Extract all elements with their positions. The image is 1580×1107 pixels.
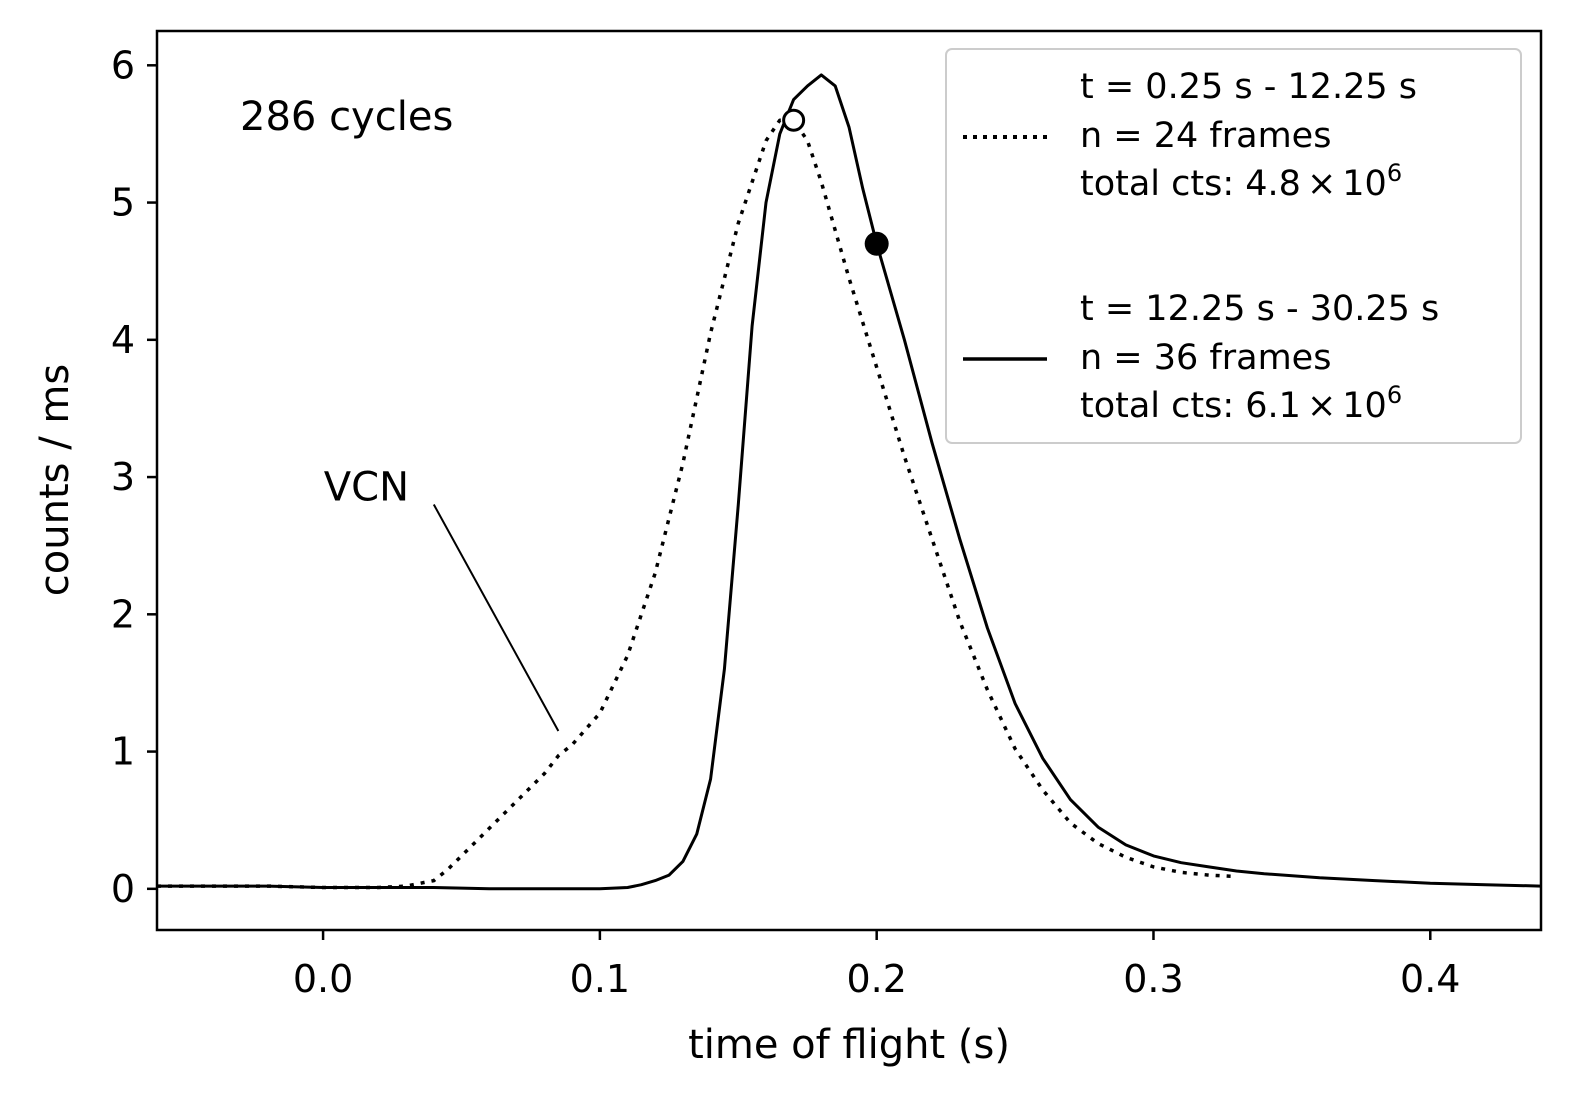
legend-late-exp: 6: [1387, 381, 1402, 409]
legend-late-times: ×: [1307, 386, 1336, 426]
x-tick-label: 0.1: [570, 957, 630, 1001]
series-line-late: [157, 73, 1542, 891]
legend-early-total: total cts: 4.8 × 106: [1080, 159, 1402, 204]
y-axis-label: counts / ms: [32, 364, 78, 596]
x-tick-label: 0.4: [1400, 957, 1460, 1001]
x-tick-label: 0.3: [1123, 957, 1183, 1001]
legend-late-total-prefix: total cts: 6.1: [1080, 386, 1301, 426]
x-axis-ticks: 0.0 0.1 0.2 0.3 0.4: [293, 930, 1460, 1001]
marker-late: [864, 231, 889, 256]
cycles-annotation: 286 cycles: [240, 94, 453, 140]
vcn-label: VCN: [324, 465, 409, 511]
legend-late-total: total cts: 6.1 × 106: [1080, 381, 1402, 426]
legend-late-frames: n = 36 frames: [1080, 338, 1331, 378]
vcn-annotation-line: [432, 504, 560, 732]
legend-late-base: 10: [1342, 386, 1387, 426]
legend-early-frames: n = 24 frames: [1080, 116, 1331, 156]
marker-layer: [782, 108, 889, 256]
plot-frame: [155, 29, 1543, 932]
x-tick-label: 0.0: [293, 957, 353, 1001]
legend-early-total-prefix: total cts: 4.8: [1080, 164, 1301, 204]
y-tick-label: 4: [111, 318, 135, 362]
y-tick-label: 5: [111, 181, 135, 225]
y-tick-label: 6: [111, 43, 135, 87]
y-tick-label: 3: [111, 455, 135, 499]
y-tick-label: 0: [111, 867, 135, 911]
legend-early-base: 10: [1342, 164, 1387, 204]
marker-early: [782, 108, 806, 132]
x-tick-label: 0.2: [846, 957, 906, 1001]
y-axis-ticks: 0 1 2 3 4 5 6: [111, 43, 157, 911]
series-layer: [157, 73, 1542, 891]
legend-early-times: ×: [1307, 164, 1336, 204]
annotation-layer: VCN 286 cycles: [240, 94, 560, 732]
legend-late-time-range: t = 12.25 s - 30.25 s: [1080, 289, 1439, 329]
legend-early-time-range: t = 0.25 s - 12.25 s: [1080, 67, 1417, 107]
x-axis-label: time of flight (s): [688, 1022, 1010, 1068]
legend-box: [945, 48, 1522, 444]
legend: t = 0.25 s - 12.25 s n = 24 frames total…: [945, 48, 1522, 444]
y-tick-label: 2: [111, 592, 135, 636]
legend-early-exp: 6: [1387, 159, 1402, 187]
y-tick-label: 1: [111, 730, 135, 774]
